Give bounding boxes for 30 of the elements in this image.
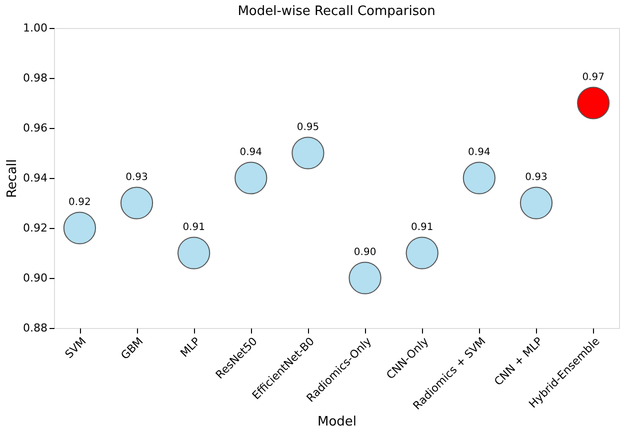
data-label: 0.94	[240, 147, 262, 158]
data-label: 0.95	[296, 122, 320, 133]
point	[520, 186, 553, 220]
data-label: 0.91	[182, 222, 205, 233]
y-tick-label: 0.88	[23, 322, 48, 334]
y-axis-title: Recall	[5, 159, 20, 198]
data-label: 0.90	[354, 247, 376, 258]
data-label: 0.94	[468, 147, 490, 158]
point	[406, 236, 438, 270]
y-tick-label: 0.90	[23, 272, 48, 284]
data-label: 0.97	[582, 72, 604, 83]
point	[577, 86, 610, 120]
y-tick-label: 0.92	[23, 222, 48, 234]
x-axis-title: Model	[317, 414, 357, 430]
data-label: 0.93	[126, 172, 148, 183]
point	[63, 212, 96, 244]
data-label: 0.91	[410, 222, 434, 233]
point	[178, 236, 210, 270]
y-tick-label: 0.98	[23, 72, 48, 84]
y-tick-label: 1.00	[23, 22, 48, 34]
point	[234, 162, 268, 194]
chart-title: Model-wise Recall Comparison	[238, 4, 436, 19]
data-label: 0.92	[68, 197, 91, 208]
point	[120, 186, 154, 220]
y-tick-label: 0.96	[23, 122, 48, 134]
point	[292, 136, 324, 170]
point	[462, 162, 496, 194]
point	[348, 262, 382, 294]
data-label: 0.93	[525, 172, 548, 183]
y-tick-label: 0.94	[23, 172, 48, 184]
